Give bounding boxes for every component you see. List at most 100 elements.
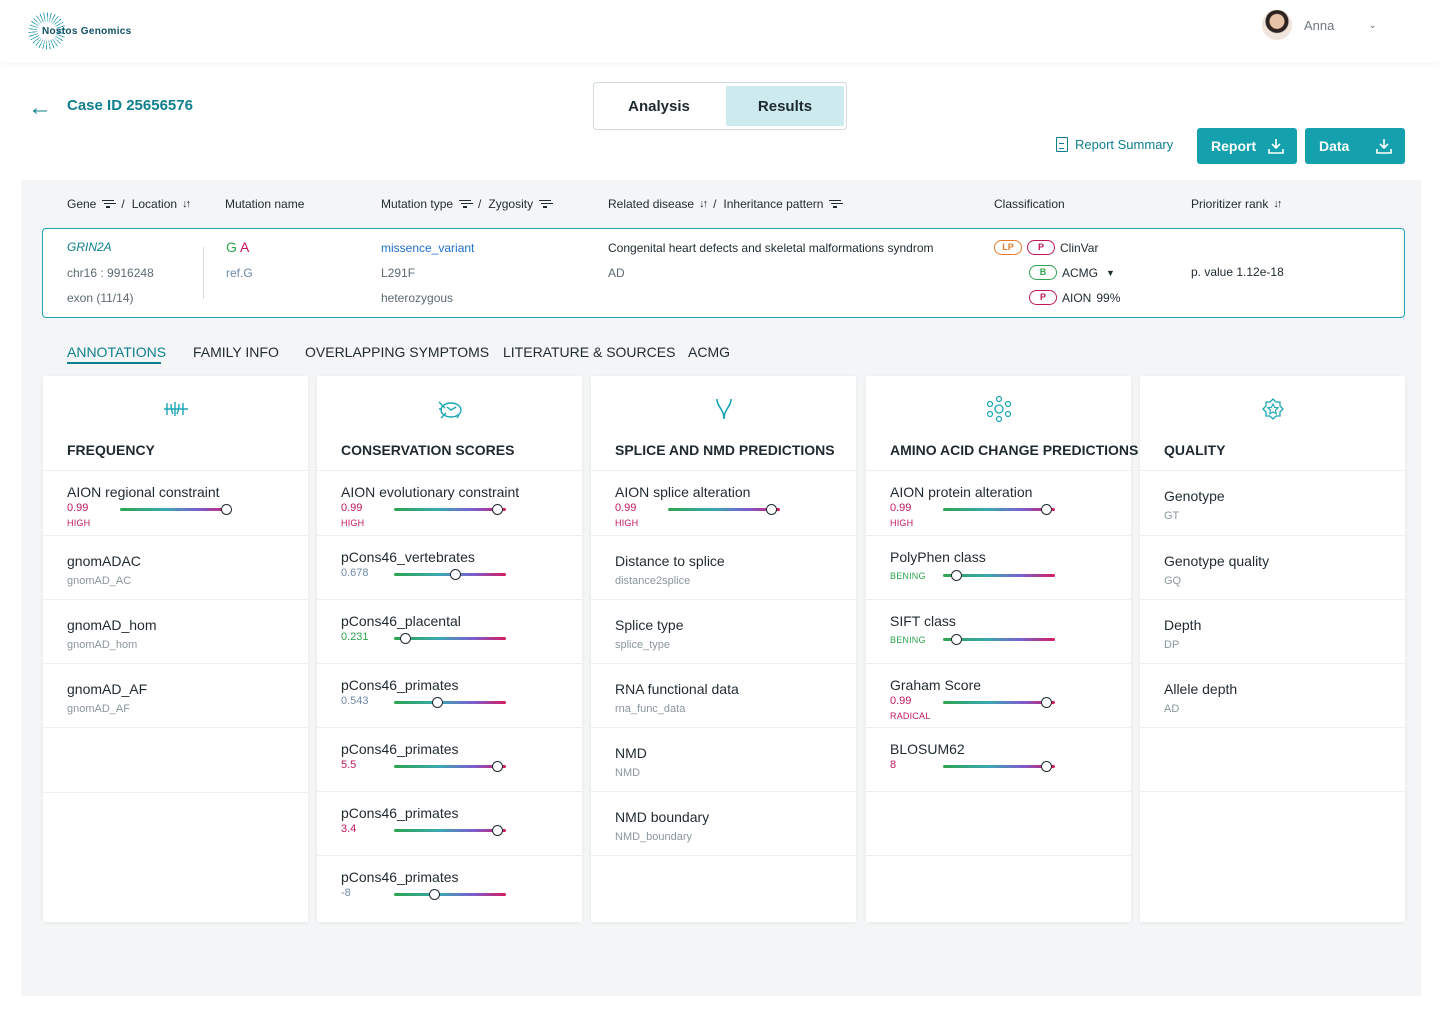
score-slider [943, 634, 1055, 645]
column-header-disease-inheritance: Related disease ↓↑ / Inheritance pattern [608, 197, 842, 211]
annotation-row: pCons46_primates 0.543 [317, 663, 582, 727]
annotation-row: SIFT class BENING [866, 599, 1131, 663]
annotation-value: 5.5 [341, 759, 357, 771]
logo-sunburst-icon [28, 12, 66, 50]
col-inheritance-pattern[interactable]: Inheritance pattern [723, 197, 824, 211]
slider-knob [491, 825, 503, 836]
molecule-icon [986, 395, 1011, 423]
prioritizer-value: p. value 1.12e-18 [1191, 265, 1284, 279]
chevron-down-icon[interactable]: ⌄ [1368, 19, 1377, 31]
col-mutation-type[interactable]: Mutation type [381, 197, 454, 211]
score-slider [394, 633, 506, 644]
annotation-key: gnomAD_AF [67, 703, 130, 715]
caret-down-icon[interactable]: ▼ [1106, 267, 1115, 278]
report-summary-label: Report Summary [1075, 137, 1174, 152]
slider-knob [765, 504, 777, 515]
filter-icon[interactable] [102, 199, 115, 209]
annotation-label: pCons46_primates [341, 869, 459, 885]
avatar[interactable] [1262, 10, 1292, 40]
slider-knob [1040, 761, 1052, 772]
tab-annotations[interactable]: ANNOTATIONS [67, 344, 167, 360]
tab-acmg[interactable]: ACMG [688, 344, 730, 360]
report-summary-link[interactable]: Report Summary [1056, 137, 1173, 152]
slider-knob [950, 570, 962, 581]
annotation-value: 0.99 [890, 502, 912, 514]
annotation-row: NMD NMD [591, 727, 856, 791]
variant-related-disease: Congenital heart defects and skeletal ma… [608, 241, 934, 255]
variant-location: chr16 : 9916248 [67, 266, 154, 280]
tab-overlapping-symptoms[interactable]: OVERLAPPING SYMPTOMS [305, 344, 490, 360]
annotation-value: 8 [890, 759, 897, 771]
data-button[interactable]: Data [1305, 128, 1405, 164]
document-icon [1056, 137, 1068, 152]
col-related-disease[interactable]: Related disease [608, 197, 695, 211]
data-button-label: Data [1319, 138, 1350, 154]
annotation-key: AD [1164, 703, 1180, 715]
annotation-key: rna_func_data [615, 703, 686, 715]
report-button[interactable]: Report [1197, 128, 1297, 164]
logo-text: Nostos Genomics [42, 26, 132, 37]
annotation-key: DP [1164, 639, 1180, 651]
annotation-row [43, 792, 308, 922]
annotation-tag: RADICAL [890, 711, 931, 721]
frequency-card: FREQUENCY AION regional constraint 0.99 HI… [43, 376, 308, 922]
annotation-row [866, 791, 1131, 855]
annotation-row [43, 727, 308, 792]
analysis-toggle-button[interactable]: Analysis [628, 97, 690, 115]
annotation-row: gnomAD_AF gnomAD_AF [43, 663, 308, 727]
annotation-label: gnomAD_AF [67, 681, 148, 697]
column-header-type-zygosity: Mutation type / Zygosity [381, 197, 552, 211]
annotation-value: 0.231 [341, 631, 369, 643]
annotation-tag: HIGH [67, 518, 91, 528]
tab-family-info[interactable]: FAMILY INFO [193, 344, 279, 360]
sort-icon[interactable]: ↓↑ [182, 198, 191, 210]
classification-acmg[interactable]: B ACMG ▼ [1029, 265, 1115, 280]
score-slider [120, 504, 232, 515]
col-gene[interactable]: Gene [67, 197, 97, 211]
sort-icon[interactable]: ↓↑ [699, 198, 708, 210]
variant-exon: exon (11/14) [67, 291, 134, 305]
annotation-value: 3.4 [341, 823, 357, 835]
score-slider [943, 697, 1055, 708]
variant-row[interactable]: GRIN2A chr16 : 9916248 exon (11/14) G A … [42, 228, 1405, 318]
variant-gene[interactable]: GRIN2A [67, 240, 112, 254]
slider-knob [491, 504, 503, 515]
sort-icon[interactable]: ↓↑ [1273, 198, 1282, 210]
col-location[interactable]: Location [131, 197, 178, 211]
filter-icon[interactable] [539, 199, 552, 209]
variant-mutation-type[interactable]: missence_variant [381, 241, 475, 255]
annotation-row: pCons46_vertebrates 0.678 [317, 535, 582, 599]
annotation-label: Graham Score [890, 677, 982, 693]
annotation-row: AION splice alteration 0.99 HIGH [591, 470, 856, 535]
tab-literature-sources[interactable]: LITERATURE & SOURCES [503, 344, 676, 360]
filter-icon[interactable] [459, 199, 472, 209]
annotation-row: AION regional constraint 0.99 HIGH [43, 470, 308, 535]
annotation-label: gnomADAC [67, 553, 141, 569]
annotation-label: AION regional constraint [67, 484, 220, 500]
user-name[interactable]: Anna [1304, 17, 1335, 33]
divider [203, 247, 204, 299]
annotation-row: BLOSUM62 8 [866, 727, 1131, 791]
card-title: FREQUENCY [67, 442, 155, 458]
nostos-logo[interactable]: Nostos Genomics [28, 12, 138, 52]
annotation-row: Genotype GT [1140, 470, 1405, 535]
annotation-label: RNA functional data [615, 681, 739, 697]
annotation-label: AION protein alteration [890, 484, 1033, 500]
results-toggle-button[interactable]: Results [726, 86, 844, 126]
report-button-label: Report [1211, 138, 1257, 154]
annotation-row: pCons46_primates 5.5 [317, 727, 582, 791]
score-slider [943, 504, 1055, 515]
col-prioritizer-rank[interactable]: Prioritizer rank [1191, 197, 1269, 211]
amino-acid-card: AMINO ACID CHANGE PREDICTIONS AION prote… [866, 376, 1138, 922]
score-slider [394, 569, 506, 580]
annotation-tag: BENING [890, 571, 926, 581]
annotation-label: Genotype [1164, 488, 1225, 504]
acmg-source: ACMG [1062, 265, 1098, 280]
annotation-label: BLOSUM62 [890, 741, 965, 757]
col-zygosity[interactable]: Zygosity [488, 197, 534, 211]
annotation-key: NMD_boundary [615, 831, 693, 843]
user-menu[interactable]: Anna ⌄ [1262, 10, 1377, 40]
filter-icon[interactable] [829, 199, 842, 209]
back-arrow-icon[interactable]: ← [28, 94, 52, 121]
annotation-row: Graham Score 0.99 RADICAL [866, 663, 1131, 727]
